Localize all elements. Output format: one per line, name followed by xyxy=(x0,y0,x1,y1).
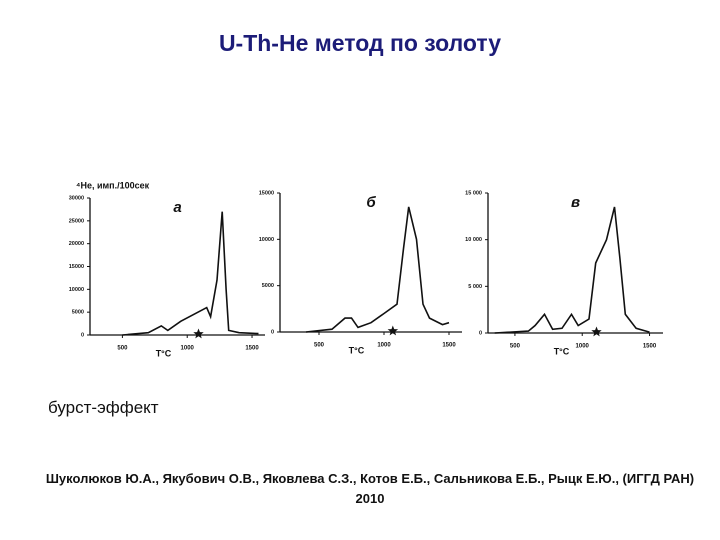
data-line xyxy=(122,211,259,336)
x-tick-label: 1500 xyxy=(442,343,456,349)
y-tick-label: 15000 xyxy=(259,190,274,196)
y-tick-label: 5000 xyxy=(262,283,274,289)
y-tick-label: 20000 xyxy=(69,241,84,247)
star-marker xyxy=(193,328,204,339)
y-tick-label: 0 xyxy=(81,332,84,338)
y-tick-label: 0 xyxy=(479,330,482,336)
x-tick-label: 1000 xyxy=(576,344,590,350)
x-axis-label: T°C xyxy=(554,346,570,356)
x-tick-label: 1000 xyxy=(181,346,195,352)
x-tick-label: 500 xyxy=(510,344,521,350)
y-tick-label: 5000 xyxy=(72,310,84,316)
data-line xyxy=(305,206,450,333)
y-axis-label: ⁴He, имп./100сек xyxy=(76,180,150,190)
star-marker xyxy=(387,325,399,336)
panel-label: в xyxy=(571,194,580,211)
x-tick-label: 500 xyxy=(117,346,128,352)
x-axis-label: T°C xyxy=(349,345,365,355)
y-tick-label: 15 000 xyxy=(465,190,482,196)
y-tick-label: 25000 xyxy=(69,218,84,224)
y-tick-label: 15000 xyxy=(69,264,84,270)
y-tick-label: 10 000 xyxy=(465,237,482,243)
y-tick-label: 30000 xyxy=(69,195,84,201)
x-tick-label: 1000 xyxy=(377,343,391,349)
star-marker xyxy=(591,326,602,337)
y-tick-label: 5 000 xyxy=(468,284,482,290)
x-tick-label: 1500 xyxy=(245,346,259,352)
panel-label: б xyxy=(366,194,376,211)
x-axis-label: T°C xyxy=(156,348,172,358)
x-tick-label: 1500 xyxy=(643,344,657,350)
caption: бурст-эффект xyxy=(48,398,159,417)
citation: Шуколюков Ю.А., Якубович О.В., Яковлева … xyxy=(45,471,695,506)
x-tick-label: 500 xyxy=(314,343,325,349)
y-tick-label: 10000 xyxy=(69,287,84,293)
slide-title: U-Th-He метод по золоту xyxy=(218,30,502,56)
panel-label: а xyxy=(173,199,181,216)
y-tick-label: 10000 xyxy=(259,237,274,243)
data-line xyxy=(494,206,650,334)
y-tick-label: 0 xyxy=(271,329,274,335)
